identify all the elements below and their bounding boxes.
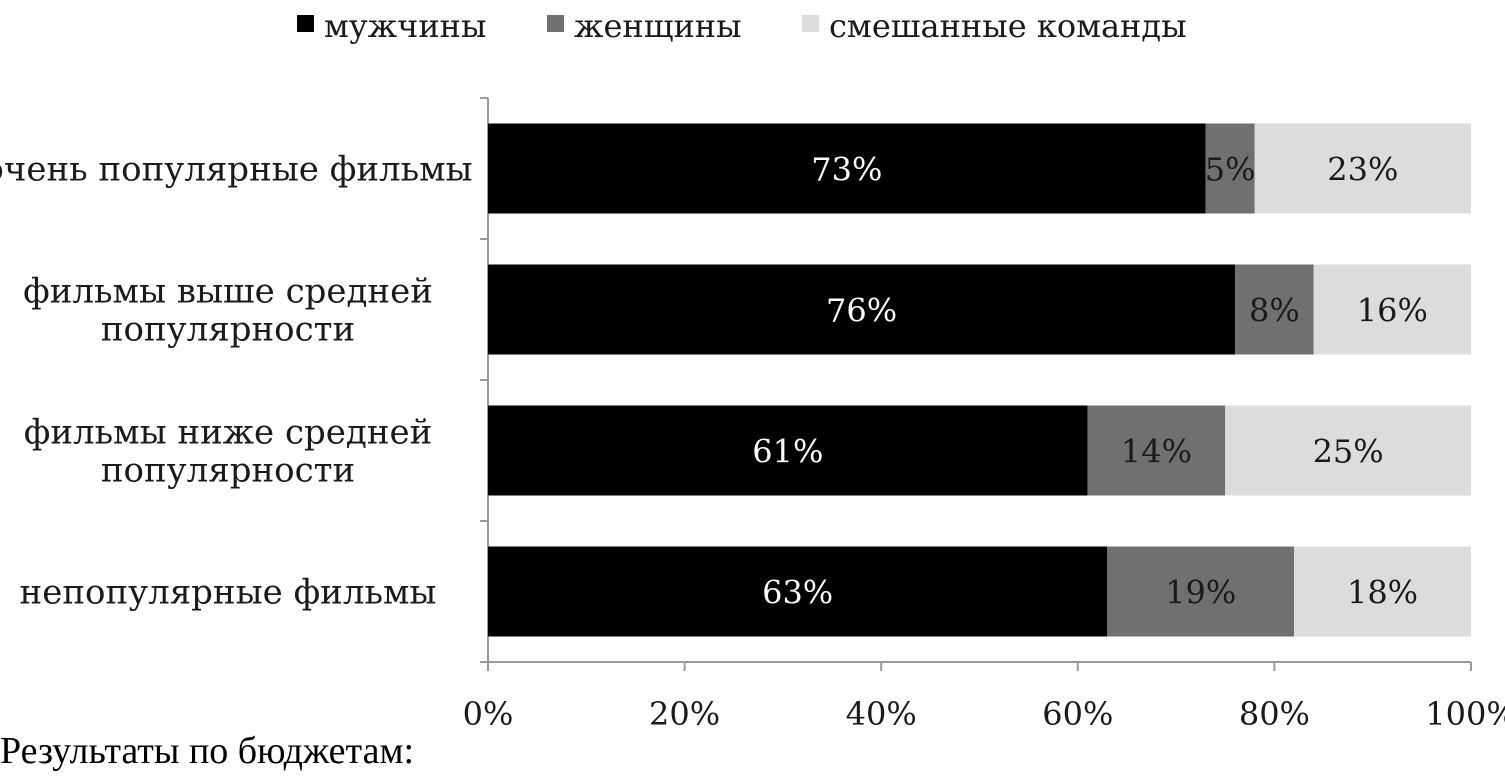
bar-data-label: 16% — [1357, 292, 1428, 330]
bar-segment — [1087, 405, 1226, 496]
bar-segment — [1294, 546, 1471, 637]
bar-segment — [1235, 264, 1314, 355]
bar-row: 61% 14% 25% — [488, 405, 1471, 496]
bar-row: 76% 8% 16% — [488, 264, 1471, 355]
y-category-label: фильмы выше средней популярности — [23, 272, 433, 350]
bar-row: 73% 5% 23% — [488, 123, 1471, 214]
legend-swatch — [297, 15, 314, 32]
bar-data-label: 14% — [1121, 433, 1192, 471]
x-tick-label: 80% — [1239, 695, 1310, 730]
x-tick-label: 40% — [846, 695, 917, 730]
chart-svg: мужчины женщины смешанные команды 0% 20% 40%… — [0, 7, 1505, 733]
legend-item: мужчины — [297, 7, 486, 45]
y-category-label-line: популярности — [101, 451, 355, 491]
bar-segment — [1313, 264, 1471, 355]
legend-swatch — [547, 15, 564, 32]
legend-swatch — [802, 15, 819, 32]
bar-data-label: 18% — [1347, 574, 1418, 612]
y-axis-labels: очень популярные фильмы фильмы выше средн… — [0, 150, 473, 613]
bar-segment — [488, 264, 1236, 355]
bar-data-label: 73% — [811, 151, 882, 189]
bar-segment — [1205, 123, 1255, 214]
bars: 73% 5% 23% 76% 8% 16% 61% 14% 25% 63% 19% 18% — [488, 123, 1471, 637]
legend-label: смешанные команды — [829, 7, 1187, 45]
x-tick-label: 60% — [1042, 695, 1113, 730]
legend-item: смешанные команды — [802, 7, 1187, 45]
bar-segment — [488, 546, 1108, 637]
y-category-label: непопулярные фильмы — [20, 573, 437, 613]
bar-data-label: 19% — [1165, 574, 1236, 612]
bar-segment — [488, 123, 1206, 214]
y-category-label-line: непопулярные фильмы — [20, 573, 437, 613]
x-tick-label: 100% — [1425, 695, 1505, 730]
y-category-label: фильмы ниже средней популярности — [24, 413, 433, 491]
bar-data-label: 25% — [1313, 433, 1384, 471]
y-category-label-line: фильмы ниже средней — [24, 413, 433, 453]
bar-segment — [488, 405, 1088, 496]
y-category-label-line: популярности — [101, 310, 355, 350]
bar-data-label: 5% — [1205, 151, 1256, 189]
bar-segment — [1225, 405, 1471, 496]
y-category-label-line: фильмы выше средней — [23, 272, 433, 312]
y-category-label: очень популярные фильмы — [0, 150, 473, 190]
bar-row: 63% 19% 18% — [488, 546, 1471, 637]
axes: 0% 20% 40% 60% 80% 100% — [463, 97, 1505, 733]
bar-data-label: 76% — [826, 292, 897, 330]
legend-label: женщины — [574, 7, 742, 45]
caption-text: Результаты по бюджетам: — [0, 730, 415, 772]
bar-segment — [1107, 546, 1295, 637]
legend-label: мужчины — [324, 7, 486, 45]
bar-data-label: 23% — [1327, 151, 1398, 189]
bar-data-label: 8% — [1249, 292, 1300, 330]
bar-segment — [1254, 123, 1471, 214]
legend: мужчины женщины смешанные команды — [297, 7, 1187, 45]
y-category-label-line: очень популярные фильмы — [0, 150, 473, 190]
x-tick-label: 20% — [649, 695, 720, 730]
legend-item: женщины — [547, 7, 742, 45]
x-tick-label: 0% — [463, 695, 514, 730]
bar-data-label: 61% — [752, 433, 823, 471]
bar-data-label: 63% — [762, 574, 833, 612]
